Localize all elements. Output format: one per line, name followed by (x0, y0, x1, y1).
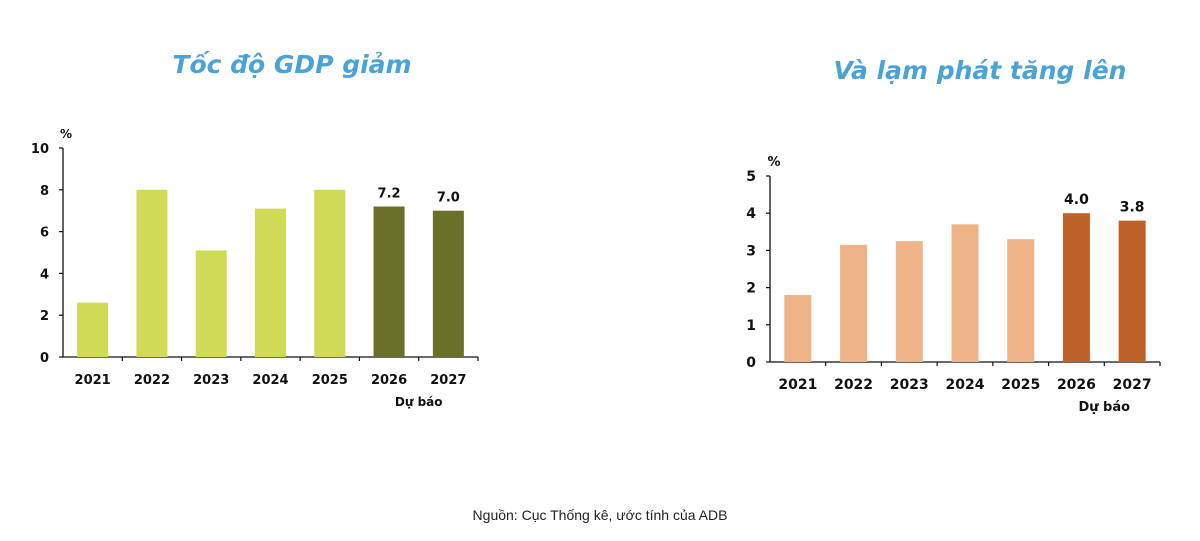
inflation-y-tick-label: 0 (746, 355, 756, 371)
inflation-x-label-2022: 2022 (834, 377, 873, 393)
gdp-x-label-2023: 2023 (193, 373, 229, 388)
gdp-y-tick-label: 0 (40, 351, 49, 366)
inflation-bar-2024 (951, 224, 979, 362)
gdp-x-label-2027: 2027 (430, 373, 466, 388)
inflation-data-label-2027: 3.8 (1120, 200, 1145, 216)
gdp-bar-2026 (373, 206, 405, 357)
gdp-bar-2021 (77, 302, 109, 357)
gdp-x-label-2026: 2026 (371, 373, 407, 388)
inflation-bar-2027 (1118, 220, 1146, 362)
gdp-y-tick-label: 8 (40, 184, 49, 199)
gdp-y-tick-label: 10 (31, 142, 49, 157)
gdp-y-tick-label: 2 (40, 309, 49, 324)
gdp-bar-2022 (136, 189, 168, 357)
inflation-bar-2025 (1007, 239, 1035, 362)
gdp-data-label-2026: 7.2 (378, 187, 401, 202)
gdp-x-label-2024: 2024 (252, 373, 288, 388)
inflation-data-label-2026: 4.0 (1064, 192, 1089, 208)
inflation-y-tick-label: 2 (746, 281, 756, 297)
gdp-forecast-label: Dự báo (395, 395, 443, 409)
gdp-y-tick-label: 6 (40, 226, 49, 241)
inflation-x-label-2027: 2027 (1113, 377, 1152, 393)
inflation-y-tick-label: 3 (746, 243, 756, 259)
source-note: Nguồn: Cục Thống kê, ước tính của ADB (472, 507, 728, 523)
gdp-x-label-2021: 2021 (75, 373, 111, 388)
inflation-bar-2026 (1062, 213, 1090, 362)
inflation-bar-2021 (784, 295, 812, 362)
inflation-x-label-2024: 2024 (946, 377, 985, 393)
gdp-bar-2024 (255, 208, 286, 357)
inflation-forecast-label: Dự báo (1078, 400, 1130, 415)
inflation-bar-2023 (895, 241, 923, 362)
gdp-y-unit-label: % (60, 127, 72, 141)
gdp-bar-2027 (432, 210, 464, 357)
inflation-x-label-2025: 2025 (1001, 377, 1040, 393)
gdp-chart-title: Tốc độ GDP giảm (172, 50, 412, 79)
inflation-x-label-2021: 2021 (778, 377, 817, 393)
gdp-y-tick-label: 4 (40, 267, 49, 282)
inflation-bar-2022 (840, 244, 868, 362)
inflation-y-tick-label: 1 (746, 318, 756, 334)
gdp-x-label-2025: 2025 (312, 373, 348, 388)
gdp-bar-2025 (314, 189, 346, 357)
inflation-y-tick-label: 4 (746, 206, 756, 222)
inflation-x-label-2026: 2026 (1057, 377, 1096, 393)
gdp-data-label-2027: 7.0 (437, 191, 460, 206)
inflation-x-label-2023: 2023 (890, 377, 929, 393)
gdp-x-label-2022: 2022 (134, 373, 170, 388)
inflation-y-tick-label: 5 (746, 169, 756, 185)
inflation-chart-title: Và lạm phát tăng lên (833, 56, 1127, 85)
inflation-y-unit-label: % (767, 155, 780, 170)
gdp-bar-2023 (195, 250, 227, 357)
